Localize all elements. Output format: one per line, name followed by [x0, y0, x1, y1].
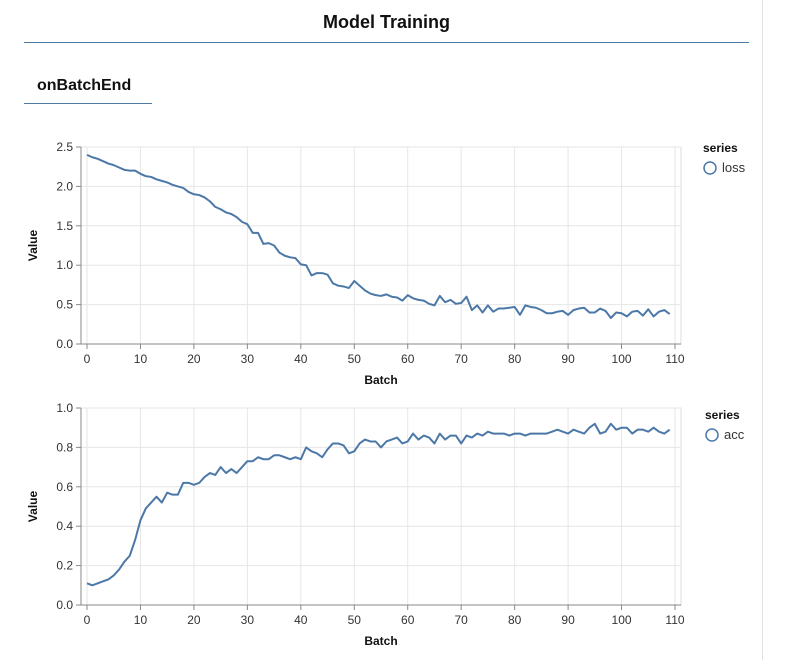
- x-tick-label: 100: [612, 613, 632, 627]
- plot-frame: [80, 146, 682, 345]
- x-tick-label: 90: [561, 352, 575, 366]
- x-tick-label: 100: [612, 352, 632, 366]
- legend-symbol-loss: [703, 161, 717, 175]
- x-tick-label: 10: [134, 613, 148, 627]
- x-tick-label: 70: [455, 352, 469, 366]
- x-tick-label: 0: [84, 613, 91, 627]
- x-tick-label: 40: [294, 613, 308, 627]
- plot-frame: [80, 407, 682, 606]
- x-tick-label: 10: [134, 352, 148, 366]
- panel-right-border: [762, 0, 763, 660]
- x-tick-label: 40: [294, 352, 308, 366]
- legend-label-acc: acc: [724, 427, 745, 442]
- y-tick-label: 0.0: [56, 337, 73, 351]
- y-axis-title: Value: [26, 230, 40, 262]
- x-tick-label: 110: [665, 352, 684, 366]
- x-tick-label: 50: [348, 352, 362, 366]
- x-tick-label: 30: [241, 352, 255, 366]
- x-tick-label: 110: [665, 613, 684, 627]
- x-tick-label: 80: [508, 613, 522, 627]
- series-line-acc: [86, 422, 671, 587]
- legend-title: series: [703, 141, 738, 155]
- y-tick-label: 0.4: [56, 519, 73, 533]
- tab-label: onBatchEnd: [37, 77, 132, 94]
- page-title: Model Training: [322, 12, 450, 32]
- x-tick-label: 80: [508, 352, 522, 366]
- y-tick-label: 0.5: [56, 298, 73, 312]
- x-tick-label: 0: [84, 352, 91, 366]
- y-axis-title: Value: [26, 491, 40, 523]
- legend-label-loss: loss: [722, 160, 746, 175]
- legend-title: series: [705, 408, 740, 422]
- series-line-loss: [86, 153, 671, 319]
- y-tick-label: 0.0: [56, 598, 73, 612]
- x-axis-title: Batch: [364, 634, 397, 648]
- y-tick-label: 0.6: [56, 480, 73, 494]
- y-tick-label: 1.0: [56, 258, 73, 272]
- y-tick-label: 2.5: [56, 140, 73, 154]
- tab-onbatchend[interactable]: onBatchEnd: [24, 75, 152, 104]
- x-tick-label: 20: [187, 613, 201, 627]
- x-tick-label: 60: [401, 613, 415, 627]
- x-axis-title: Batch: [364, 373, 397, 387]
- legend-symbol-acc: [705, 428, 719, 442]
- y-tick-label: 0.8: [56, 440, 73, 454]
- y-tick-label: 2.0: [56, 179, 73, 193]
- x-tick-label: 20: [187, 352, 201, 366]
- x-tick-label: 60: [401, 352, 415, 366]
- header-divider: [24, 42, 749, 43]
- x-tick-label: 30: [241, 613, 255, 627]
- x-tick-label: 70: [455, 613, 469, 627]
- x-tick-label: 50: [348, 613, 362, 627]
- y-tick-label: 1.5: [56, 219, 73, 233]
- y-tick-label: 0.2: [56, 559, 73, 573]
- chart-1: 0 10 20 30 40 50 60 70 80 90 100 110 0.0 0.5 1.0 1.5 2.0…: [26, 140, 746, 387]
- x-tick-label: 90: [561, 613, 575, 627]
- chart-2: 0 10 20 30 40 50 60 70 80 90 100 110 0.0 0.2 0.4 0.6 0.8…: [26, 401, 745, 648]
- y-tick-label: 1.0: [56, 401, 73, 415]
